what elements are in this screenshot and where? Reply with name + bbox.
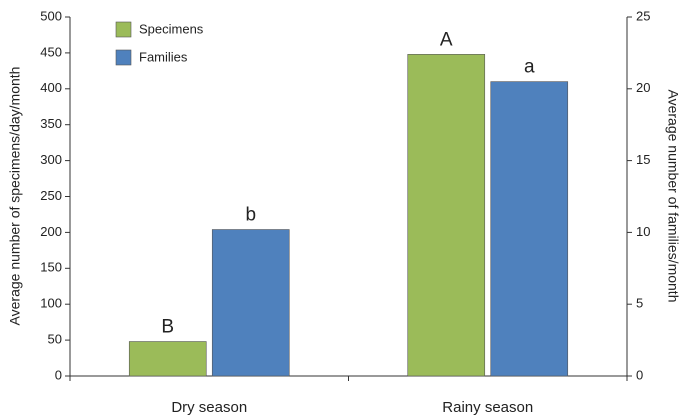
bar [407, 54, 486, 377]
y2-axis-label: Average number of families/month [665, 90, 681, 303]
y-tick-label: 50 [48, 332, 62, 347]
y2-tick-label: 10 [636, 224, 650, 239]
significance-letter: b [245, 205, 256, 226]
bar [128, 341, 207, 377]
bar [490, 81, 569, 377]
legend-label: Families [139, 49, 188, 64]
y-tick-label: 0 [55, 367, 62, 382]
y-tick-label: 400 [40, 80, 62, 95]
y-tick-label: 250 [40, 188, 62, 203]
y-axis-label: Average number of specimens/day/month [7, 67, 23, 326]
y-tick-label: 300 [40, 152, 62, 167]
y2-tick-label: 20 [636, 80, 650, 95]
y-tick-label: 450 [40, 44, 62, 59]
y-tick-label: 500 [40, 8, 62, 23]
y-tick-label: 100 [40, 296, 62, 311]
y-tick-label: 350 [40, 116, 62, 131]
significance-letter: A [440, 29, 453, 50]
bar [211, 229, 290, 377]
x-tick-label: Rainy season [442, 399, 533, 416]
y-tick-label: 200 [40, 224, 62, 239]
y-tick-label: 150 [40, 260, 62, 275]
legend-swatch [115, 21, 132, 38]
x-tick-label: Dry season [171, 399, 247, 416]
significance-letter: B [161, 317, 174, 338]
legend-swatch [115, 49, 132, 66]
y2-tick-label: 0 [636, 367, 643, 382]
y2-tick-label: 25 [636, 8, 650, 23]
y2-tick-label: 15 [636, 152, 650, 167]
significance-letter: a [524, 57, 535, 78]
legend-label: Specimens [139, 21, 204, 36]
y2-tick-label: 5 [636, 296, 643, 311]
